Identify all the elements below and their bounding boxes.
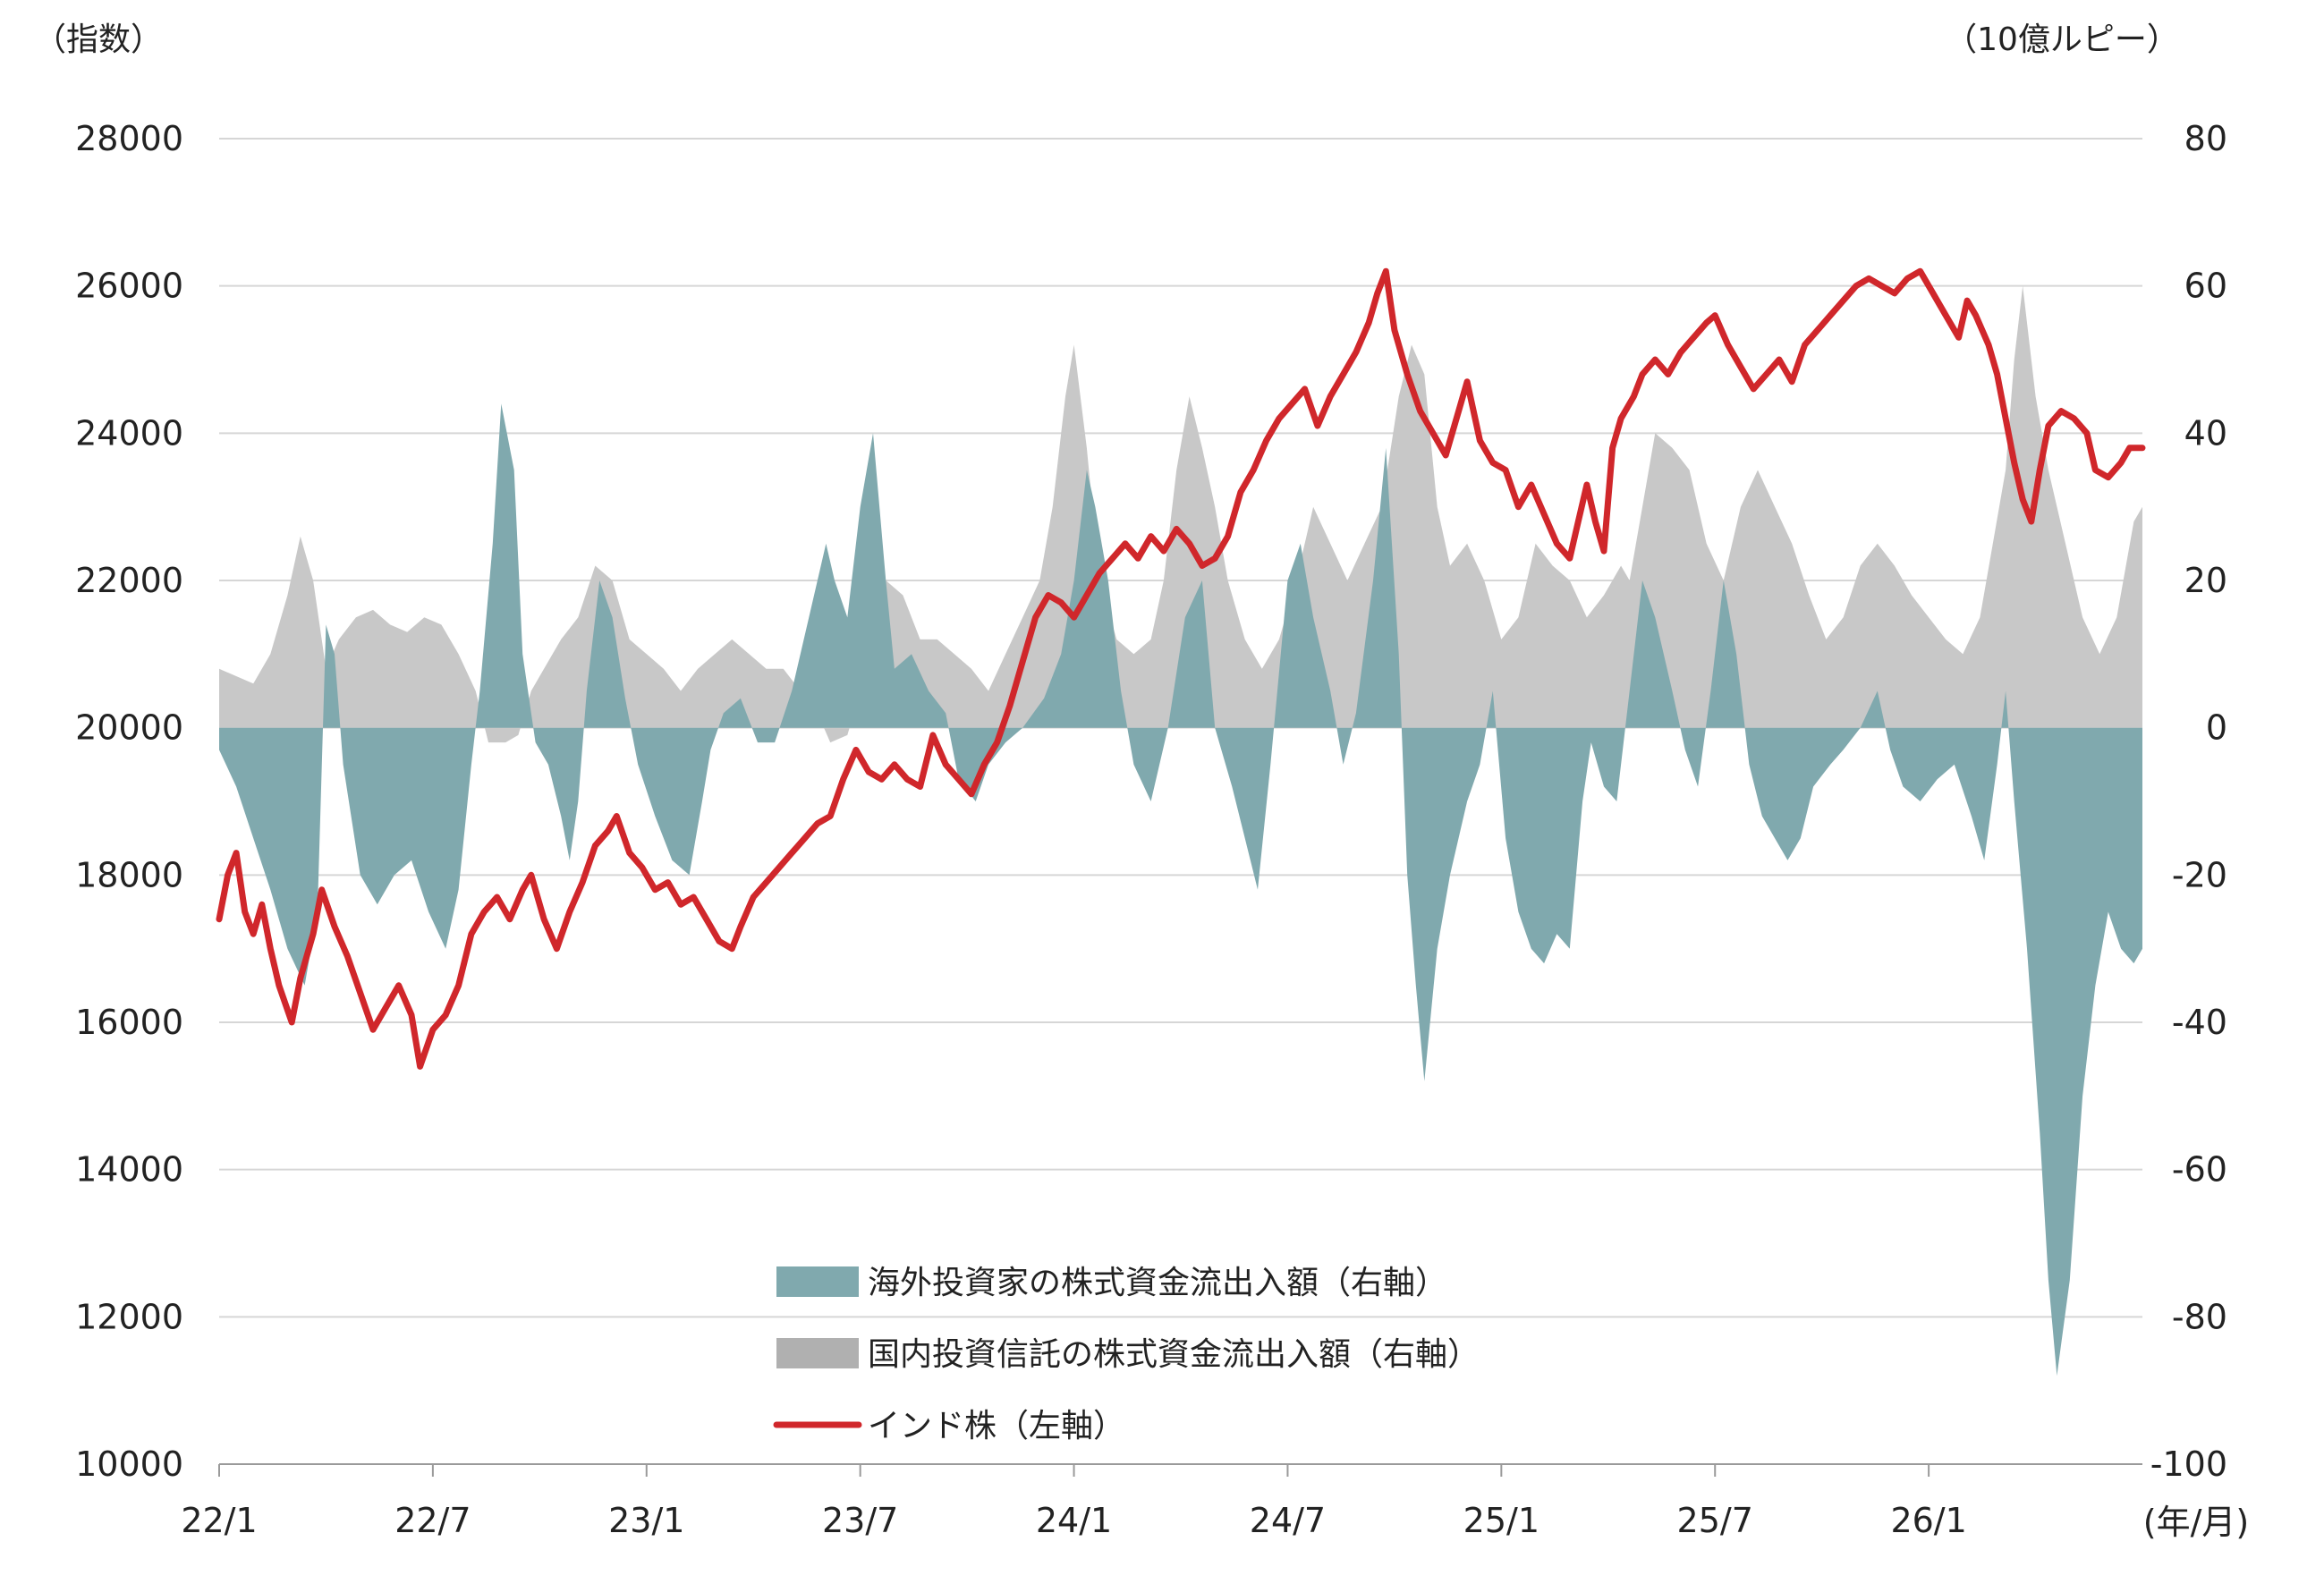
left-tick-label: 26000 bbox=[75, 267, 183, 306]
legend-foreign-investor-flow-label: 海外投資家の株式資金流出入額（右軸） bbox=[868, 1265, 1447, 1301]
x-tick-label: 22/7 bbox=[394, 1501, 471, 1540]
x-tick-label: 24/1 bbox=[1036, 1501, 1112, 1540]
right-tick-label: -40 bbox=[2172, 1003, 2227, 1042]
right-tick-label: 40 bbox=[2184, 413, 2227, 453]
right-axis-unit: （10億ルピー） bbox=[1945, 21, 2179, 58]
legend-india-stock-label: インド株（左軸） bbox=[868, 1408, 1125, 1444]
left-tick-label: 10000 bbox=[75, 1444, 183, 1484]
x-tick-label: 23/1 bbox=[608, 1501, 684, 1540]
left-tick-label: 24000 bbox=[75, 413, 183, 453]
x-tick-label: 22/1 bbox=[181, 1501, 257, 1540]
right-tick-label: 20 bbox=[2184, 561, 2227, 600]
left-tick-label: 14000 bbox=[75, 1150, 183, 1190]
x-tick-label: 26/1 bbox=[1890, 1501, 1966, 1540]
axis-layer bbox=[218, 1463, 2142, 1477]
left-tick-label: 16000 bbox=[75, 1003, 183, 1042]
right-tick-label: 60 bbox=[2184, 267, 2227, 306]
line-series-layer bbox=[216, 267, 2146, 1070]
x-tick-label: 25/7 bbox=[1677, 1501, 1753, 1540]
right-tick-label: 0 bbox=[2206, 708, 2227, 748]
left-tick-label: 12000 bbox=[75, 1297, 183, 1336]
x-tick-label: 25/1 bbox=[1463, 1501, 1539, 1540]
left-tick-label: 20000 bbox=[75, 708, 183, 748]
x-tick-label: 24/7 bbox=[1250, 1501, 1326, 1540]
legend-foreign-investor-flow-swatch bbox=[776, 1266, 859, 1297]
area-series-layer bbox=[219, 285, 2142, 1376]
x-axis-unit: (年/月) bbox=[2143, 1503, 2249, 1542]
right-tick-label: -100 bbox=[2150, 1444, 2227, 1484]
left-tick-label: 22000 bbox=[75, 561, 183, 600]
right-tick-label: -60 bbox=[2172, 1150, 2227, 1190]
right-tick-label: -20 bbox=[2172, 855, 2227, 894]
x-tick-label: 23/7 bbox=[822, 1501, 898, 1540]
left-axis-unit: （指数） bbox=[34, 21, 163, 58]
legend-domestic-fund-flow-label: 国内投資信託の株式資金流出入額（右軸） bbox=[868, 1336, 1480, 1373]
india-stock-line bbox=[216, 267, 2146, 1070]
right-tick-label: -80 bbox=[2172, 1297, 2227, 1336]
domestic-fund-flow-area bbox=[219, 285, 2142, 743]
x-axis-tick-labels: 22/1 22/7 23/1 23/7 24/1 24/7 25/1 25/7 26/1 bbox=[181, 1501, 1966, 1540]
left-tick-label: 28000 bbox=[75, 119, 183, 158]
left-tick-label: 18000 bbox=[75, 855, 183, 894]
foreign-investor-flow-area bbox=[219, 403, 2142, 1376]
right-axis-tick-labels: 80 60 40 20 0 -20 -40 -60 -80 -100 bbox=[2150, 119, 2227, 1484]
legend-domestic-fund-flow-swatch bbox=[776, 1338, 859, 1368]
left-axis-tick-labels: 28000 26000 24000 22000 20000 18000 16000 14000… bbox=[75, 119, 183, 1484]
right-tick-label: 80 bbox=[2184, 119, 2227, 158]
legend: 海外投資家の株式資金流出入額（右軸） 国内投資信託の株式資金流出入額（右軸） インド… bbox=[773, 1265, 1480, 1444]
